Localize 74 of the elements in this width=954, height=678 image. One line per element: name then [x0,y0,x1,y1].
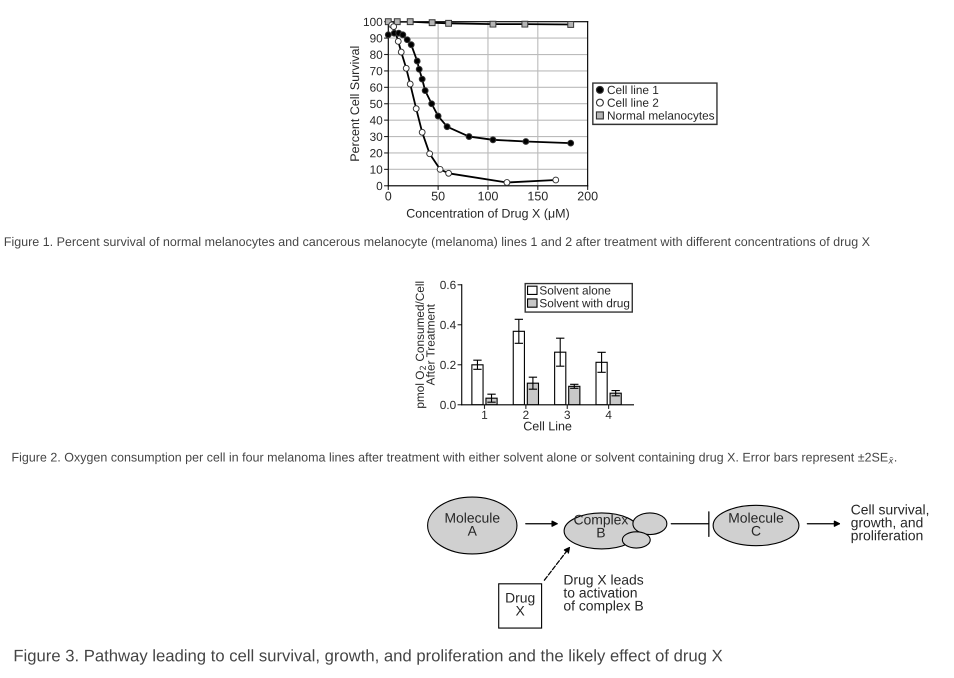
point [445,170,452,177]
point [426,150,434,158]
y-tick-label: 10 [370,165,382,174]
y-tick-label: 0.6 [440,280,456,290]
text: Molecule A [446,512,500,536]
point [436,166,444,173]
point [416,66,423,73]
y-tick-label: 100 [364,18,382,26]
caption: Figure 2. Oxygen consumption per cell in four melanoma lines after treatment with either solvent alone or solvent containing drug X. Error bars represent ±2SE$_{x̄}$. [12,452,896,464]
text: Cell survival, growth, and proliferation [851,504,928,544]
legend-label: Cell line 2 [608,98,658,107]
x-tick-label: 4 [606,410,612,419]
legend-label: Solvent alone [540,286,610,295]
legend-label: Solvent with drug [540,298,630,310]
text: Drug X leads to activation of complex B [564,574,644,614]
point [428,19,436,26]
x-tick-label: 0 [385,192,392,201]
x-tick-label: 2 [523,410,529,419]
y-tick-label: 90 [370,34,382,42]
point [504,179,510,186]
point [404,36,411,44]
point [399,31,406,38]
point [406,18,414,26]
point [490,136,496,144]
point [428,100,436,108]
point [567,21,574,28]
point [422,87,429,94]
y-tick-label: 60 [370,83,382,92]
text: Molecule C [729,512,784,536]
y-tick-label: 0.0 [440,400,456,410]
y-tick-label: 50 [370,100,382,108]
point [490,20,496,28]
caption: Figure 1. Percent survival of normal melanocytes and cancerous melanocyte (melanoma) lines 1 and 2 after treatment with different concentrations of drug X [4,236,870,249]
y-axis-title: pmol O$_{2}$ Consumed/Cell After Treatment [415,282,435,408]
x-tick-label: 3 [564,410,570,419]
point [394,38,402,45]
y-tick-label: 0.4 [440,320,456,330]
x-tick-label: 100 [478,192,498,201]
point [522,138,530,145]
point [398,48,405,56]
x-tick-label: 50 [432,192,445,201]
x-axis-title: Cell Line [524,421,572,431]
y-tick-label: 70 [370,66,382,76]
y-tick-label: 0.2 [440,360,456,370]
point [444,123,450,130]
y-tick-label: 40 [370,116,382,125]
text: Drug X [506,592,534,616]
point [521,20,528,28]
point [445,20,452,27]
y-tick-label: 20 [370,148,382,158]
y-tick-label: 0 [376,182,382,190]
point [384,31,392,38]
point [567,140,574,147]
x-tick-label: 1 [482,410,488,419]
point [402,64,410,72]
point [414,58,421,64]
point [418,76,426,83]
point [466,133,472,140]
caption: Figure 3. Pathway leading to cell survival, growth, and proliferation and the likely effect of drug X [14,649,722,665]
legend-label: Cell line 1 [608,85,658,94]
point [434,112,442,120]
y-tick-label: 30 [370,132,382,141]
x-tick-label: 150 [528,192,548,201]
point [408,41,415,48]
point [412,105,420,112]
point [418,128,426,136]
y-tick-label: 80 [370,50,382,59]
point [552,176,560,184]
y-axis-title: Percent Cell Survival [350,46,360,161]
x-axis-title: Concentration of Drug X (μM) [406,208,569,220]
legend-label: Normal melanocytes [608,111,714,122]
text: Complex B [574,514,628,538]
point [406,80,414,88]
x-tick-label: 200 [578,192,598,201]
